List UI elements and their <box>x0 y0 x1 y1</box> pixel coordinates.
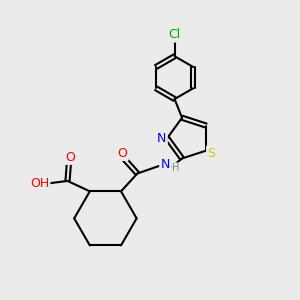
Text: Cl: Cl <box>169 28 181 41</box>
Text: S: S <box>207 147 215 160</box>
Text: OH: OH <box>30 177 49 190</box>
Text: O: O <box>66 151 75 164</box>
Text: N: N <box>157 132 167 145</box>
Text: O: O <box>118 147 128 160</box>
Text: H: H <box>172 164 180 173</box>
Text: N: N <box>160 158 170 171</box>
